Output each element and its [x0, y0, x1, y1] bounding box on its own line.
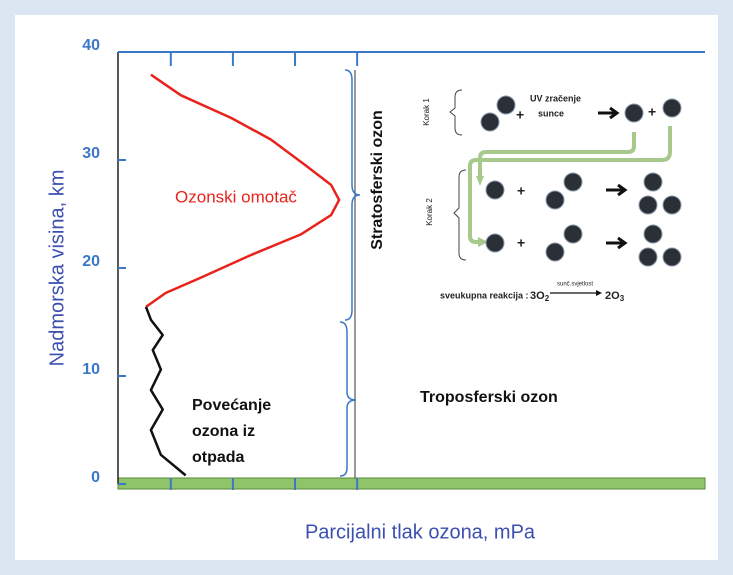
- plus: +: [517, 235, 525, 251]
- y-tick-label: 10: [82, 361, 100, 378]
- y-tick-label: 20: [82, 253, 100, 270]
- inset-label: UV zračenje: [530, 93, 581, 103]
- y-tick-label: 40: [82, 37, 100, 54]
- chart: Nadmorska visina, km Parcijalni tlak ozo…: [0, 0, 733, 575]
- formula-sub: 3: [620, 294, 625, 303]
- inset-label: sunč.svjetlost: [557, 282, 593, 288]
- ground: [118, 478, 705, 489]
- inset-label: Korak 2: [425, 198, 434, 226]
- formula-sub: 2: [545, 294, 550, 303]
- formula: 2O: [605, 290, 620, 302]
- y-tick-label: 30: [82, 145, 100, 162]
- y-axis-label: Nadmorska visina, km: [46, 170, 68, 367]
- page: Nadmorska visina, km Parcijalni tlak ozo…: [0, 0, 733, 575]
- plus: +: [517, 183, 525, 199]
- inset-label: sunce: [538, 108, 564, 118]
- formula: 3O: [530, 290, 545, 302]
- inset-label: Korak 1: [422, 98, 431, 126]
- annotation: otpada: [192, 449, 245, 466]
- annotation: ozona iz: [192, 423, 255, 440]
- annotation: Troposferski ozon: [420, 389, 558, 406]
- annotation: Ozonski omotač: [175, 187, 297, 206]
- x-axis-label: Parcijalni tlak ozona, mPa: [305, 521, 536, 543]
- y-tick-label: 0: [91, 469, 100, 486]
- plus: +: [648, 104, 656, 120]
- annotation: Povećanje: [192, 397, 271, 414]
- annotation: Stratosferski ozon: [369, 110, 386, 250]
- inset-label: sveukupna reakcija :: [440, 290, 529, 300]
- plus: +: [516, 107, 524, 123]
